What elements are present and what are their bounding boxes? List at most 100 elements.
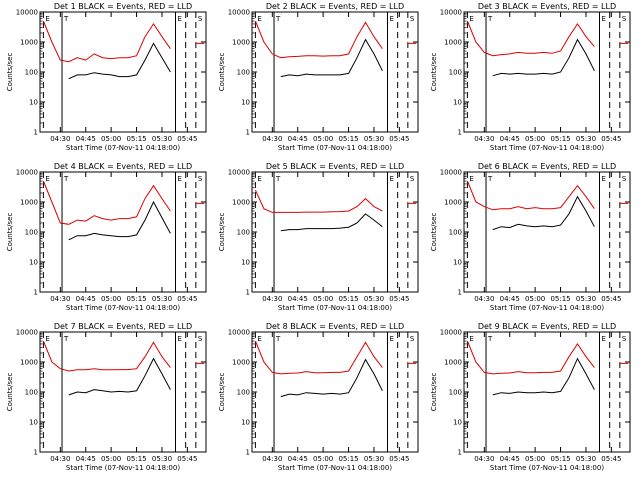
marker-label: E (602, 335, 606, 343)
marker-label: S (410, 15, 415, 23)
x-tick-label: 05:00 (101, 455, 121, 463)
x-tick-label: 05:00 (525, 135, 545, 143)
y-tick-label: 10 (29, 99, 38, 107)
x-tick-label: 04:45 (76, 295, 96, 303)
events-series-line (492, 38, 595, 77)
events-series-line (68, 357, 171, 396)
y-tick-label: 1000 (232, 359, 250, 367)
marker-label: T (63, 175, 69, 183)
lld-series-line (42, 180, 205, 225)
y-tick-label: 10000 (440, 9, 462, 17)
detector-panel: Det 7 BLACK = Events, RED = LLD 1 10 100 100… (6, 322, 207, 472)
y-axis-label: Counts/sec (6, 53, 14, 92)
x-tick-label: 04:45 (288, 295, 308, 303)
x-tick-label: 05:00 (313, 295, 333, 303)
detector-panel: Det 3 BLACK = Events, RED = LLD 1 10 100 100… (430, 2, 631, 152)
y-tick-label: 1000 (232, 39, 250, 47)
x-tick-label: 04:45 (288, 135, 308, 143)
y-tick-label: 1 (34, 289, 38, 297)
x-tick-label: 05:45 (389, 295, 409, 303)
y-axis-label: Counts/sec (218, 53, 226, 92)
y-tick-label: 1000 (444, 359, 462, 367)
marker-label: E (469, 335, 473, 343)
y-tick-label: 10000 (228, 329, 250, 337)
y-tick-label: 10000 (440, 329, 462, 337)
y-tick-label: 1 (458, 289, 462, 297)
marker-label: E (178, 175, 182, 183)
x-tick-label: 05:00 (101, 135, 121, 143)
events-series-line (68, 200, 171, 241)
x-tick-label: 04:45 (500, 135, 520, 143)
x-tick-label: 05:30 (364, 135, 384, 143)
lld-series-line (42, 20, 205, 63)
y-axis-label: Counts/sec (430, 373, 438, 412)
x-tick-label: 05:15 (126, 455, 146, 463)
x-axis-label: Start Time (07-Nov-11 04:18:00) (278, 464, 392, 472)
y-tick-label: 1000 (232, 199, 250, 207)
y-tick-label: 1 (246, 129, 250, 137)
x-tick-label: 05:30 (576, 295, 596, 303)
x-tick-label: 04:30 (50, 135, 70, 143)
y-tick-label: 1000 (444, 199, 462, 207)
y-tick-label: 10 (241, 99, 250, 107)
x-tick-label: 05:00 (525, 455, 545, 463)
marker-label: S (622, 15, 627, 23)
marker-label: T (275, 175, 281, 183)
x-tick-label: 04:30 (50, 295, 70, 303)
marker-label: E (390, 335, 394, 343)
panel-title: Det 9 BLACK = Events, RED = LLD (478, 322, 616, 331)
x-axis-label: Start Time (07-Nov-11 04:18:00) (66, 144, 180, 152)
x-axis-label: Start Time (07-Nov-11 04:18:00) (490, 144, 604, 152)
x-axis-label: Start Time (07-Nov-11 04:18:00) (278, 144, 392, 152)
y-tick-label: 10 (29, 419, 38, 427)
lld-series-line (466, 340, 629, 375)
marker-label: E (469, 175, 473, 183)
x-tick-label: 04:45 (288, 455, 308, 463)
marker-label: T (63, 335, 69, 343)
marker-label: E (257, 15, 261, 23)
y-tick-label: 1000 (20, 199, 38, 207)
lld-series-line (42, 340, 205, 372)
plot-frame (251, 11, 419, 133)
y-tick-label: 10 (453, 259, 462, 267)
y-tick-label: 100 (25, 229, 38, 237)
y-tick-label: 10 (241, 419, 250, 427)
detector-panel: Det 4 BLACK = Events, RED = LLD 1 10 100 100… (6, 162, 207, 312)
panel-title: Det 5 BLACK = Events, RED = LLD (266, 162, 404, 171)
x-tick-label: 05:30 (576, 455, 596, 463)
x-tick-label: 04:45 (500, 455, 520, 463)
y-tick-label: 1000 (444, 39, 462, 47)
marker-label: E (257, 175, 261, 183)
x-axis-label: Start Time (07-Nov-11 04:18:00) (490, 304, 604, 312)
y-tick-label: 10000 (16, 9, 38, 17)
y-tick-label: 100 (237, 389, 250, 397)
lld-series-line (254, 20, 417, 59)
plot-frame (39, 171, 207, 293)
marker-label: E (602, 15, 606, 23)
y-tick-label: 1 (458, 129, 462, 137)
x-tick-label: 05:30 (576, 135, 596, 143)
y-tick-label: 1 (458, 449, 462, 457)
x-tick-label: 05:30 (364, 295, 384, 303)
x-axis-label: Start Time (07-Nov-11 04:18:00) (66, 304, 180, 312)
x-axis-label: Start Time (07-Nov-11 04:18:00) (490, 464, 604, 472)
marker-label: S (198, 175, 203, 183)
marker-label: T (487, 335, 493, 343)
x-tick-label: 05:30 (152, 295, 172, 303)
detector-panel: Det 1 BLACK = Events, RED = LLD 1 10 100 100… (6, 2, 207, 152)
y-tick-label: 10 (453, 419, 462, 427)
plot-frame (251, 331, 419, 453)
events-series-line (68, 42, 171, 80)
y-tick-label: 1 (34, 129, 38, 137)
x-tick-label: 04:30 (262, 455, 282, 463)
panel-title: Det 7 BLACK = Events, RED = LLD (54, 322, 192, 331)
y-tick-label: 1 (34, 449, 38, 457)
plot-frame (463, 11, 631, 133)
panel-title: Det 4 BLACK = Events, RED = LLD (54, 162, 192, 171)
x-tick-label: 05:00 (313, 455, 333, 463)
events-series-line (492, 195, 595, 231)
marker-label: E (390, 175, 394, 183)
y-tick-label: 100 (25, 389, 38, 397)
y-tick-label: 10000 (228, 169, 250, 177)
y-axis-label: Counts/sec (218, 373, 226, 412)
